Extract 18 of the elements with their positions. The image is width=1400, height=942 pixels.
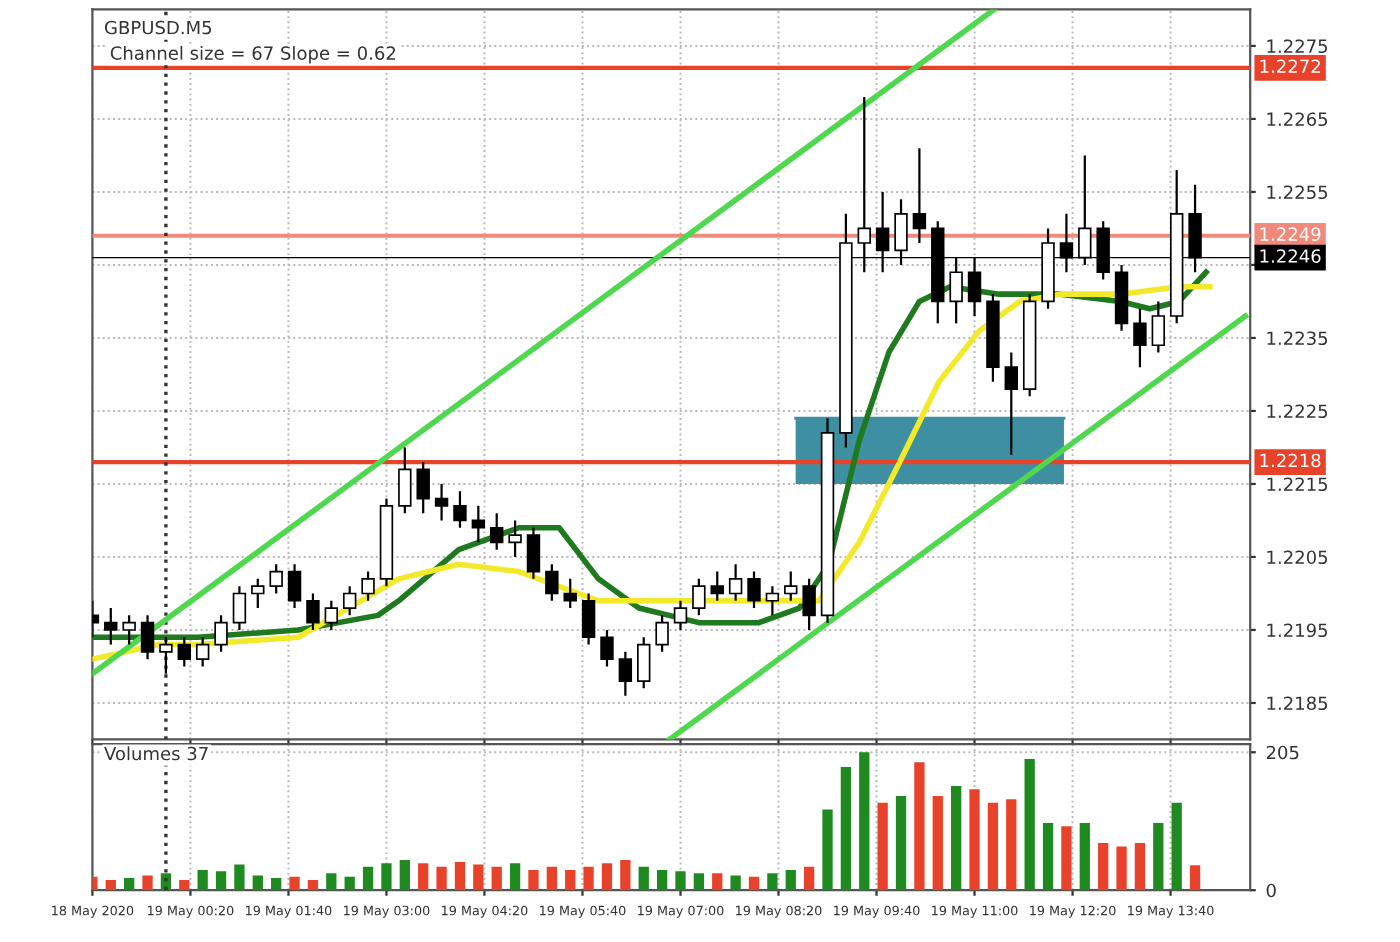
text: GBPUSD.M5 [104, 20, 212, 35]
y-tick-label: 1.2225 [1267, 404, 1328, 419]
y-tick-label: 1.2275 [1267, 39, 1328, 54]
y-tick-label: 205 [1266, 745, 1299, 760]
ref-line-label: 1.2272 [1260, 59, 1320, 73]
y-tick-label: 1.2255 [1267, 185, 1328, 200]
y-tick-label: 1.2265 [1267, 112, 1328, 127]
y-tick-label: 1.2215 [1267, 477, 1328, 492]
chart-title: Volumes 37 [104, 746, 208, 761]
text: Channel size = 67 Slope = 0.62 [110, 45, 396, 64]
ref-line-label: 1.2249 [1260, 227, 1321, 241]
y-tick-label: 0 [1266, 883, 1276, 898]
ref-line-label: 1.2246 [1260, 249, 1321, 263]
ref-line-label: 1.2218 [1260, 453, 1321, 468]
y-tick-label: 1.2195 [1267, 623, 1328, 638]
y-tick-label: 1.2235 [1267, 331, 1328, 346]
y-tick-label: 1.2185 [1267, 696, 1328, 711]
y-tick-label: 1.2205 [1267, 550, 1328, 565]
